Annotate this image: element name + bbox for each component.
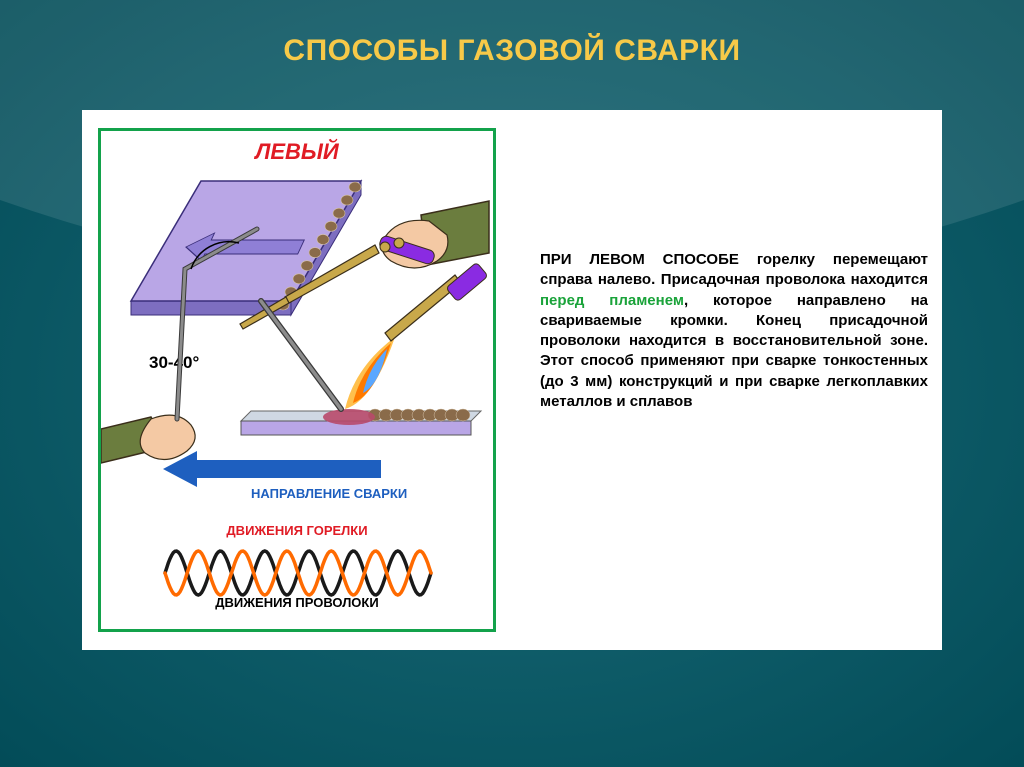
slide-title: СПОСОБЫ ГАЗОВОЙ СВАРКИ — [0, 34, 1024, 68]
slide: СПОСОБЫ ГАЗОВОЙ СВАРКИ ЛЕВЫЙ 30-40° НАПР… — [0, 0, 1024, 767]
description-part2: , которое направлено на свариваемые кром… — [540, 292, 928, 410]
diagram-svg — [101, 131, 499, 635]
description-lead: ПРИ ЛЕВОМ СПОСОБЕ — [540, 251, 739, 268]
description-text: ПРИ ЛЕВОМ СПОСОБЕ горелку перемещают спр… — [540, 250, 928, 412]
diagram-frame: ЛЕВЫЙ 30-40° НАПРАВЛЕНИЕ СВАРКИ ДВИЖЕНИЯ… — [98, 128, 496, 632]
description-highlight: перед пламенем — [540, 292, 684, 309]
